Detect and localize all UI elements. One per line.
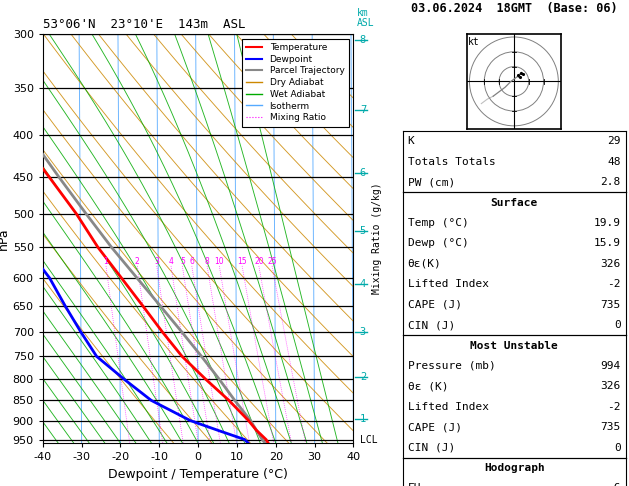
Text: 0: 0 bbox=[614, 443, 621, 452]
Text: 48: 48 bbox=[608, 157, 621, 167]
Text: K: K bbox=[408, 137, 415, 146]
Text: -2: -2 bbox=[608, 402, 621, 412]
Text: θε (K): θε (K) bbox=[408, 382, 448, 391]
Legend: Temperature, Dewpoint, Parcel Trajectory, Dry Adiabat, Wet Adiabat, Isotherm, Mi: Temperature, Dewpoint, Parcel Trajectory… bbox=[242, 38, 349, 127]
Text: CAPE (J): CAPE (J) bbox=[408, 422, 462, 432]
Text: 20: 20 bbox=[254, 257, 264, 266]
Text: 994: 994 bbox=[601, 361, 621, 371]
Text: kt: kt bbox=[468, 37, 480, 47]
Text: LCL: LCL bbox=[360, 435, 377, 445]
Text: 8: 8 bbox=[360, 35, 366, 45]
Text: CIN (J): CIN (J) bbox=[408, 320, 455, 330]
Text: 10: 10 bbox=[214, 257, 224, 266]
Text: Hodograph: Hodograph bbox=[484, 463, 545, 473]
Text: θε(K): θε(K) bbox=[408, 259, 442, 269]
Text: Pressure (mb): Pressure (mb) bbox=[408, 361, 496, 371]
Text: Lifted Index: Lifted Index bbox=[408, 279, 489, 289]
Text: 3: 3 bbox=[154, 257, 159, 266]
Text: 8: 8 bbox=[205, 257, 209, 266]
Y-axis label: hPa: hPa bbox=[0, 227, 10, 250]
Text: CIN (J): CIN (J) bbox=[408, 443, 455, 452]
Text: 4: 4 bbox=[169, 257, 174, 266]
Text: 6: 6 bbox=[189, 257, 194, 266]
Text: 1: 1 bbox=[360, 414, 366, 424]
Text: km
ASL: km ASL bbox=[357, 8, 374, 28]
Text: 19.9: 19.9 bbox=[594, 218, 621, 228]
Text: 29: 29 bbox=[608, 137, 621, 146]
Text: 15: 15 bbox=[237, 257, 247, 266]
Text: Lifted Index: Lifted Index bbox=[408, 402, 489, 412]
Text: 15.9: 15.9 bbox=[594, 239, 621, 248]
Text: 1: 1 bbox=[104, 257, 108, 266]
Text: 6: 6 bbox=[360, 168, 366, 178]
Text: Surface: Surface bbox=[491, 198, 538, 208]
Text: CAPE (J): CAPE (J) bbox=[408, 300, 462, 310]
Text: 2: 2 bbox=[135, 257, 140, 266]
Text: Dewp (°C): Dewp (°C) bbox=[408, 239, 469, 248]
Text: 2: 2 bbox=[360, 372, 366, 382]
Text: Mixing Ratio (g/kg): Mixing Ratio (g/kg) bbox=[372, 183, 382, 295]
Text: 5: 5 bbox=[360, 226, 366, 236]
Text: 03.06.2024  18GMT  (Base: 06): 03.06.2024 18GMT (Base: 06) bbox=[411, 1, 618, 15]
Text: 3: 3 bbox=[360, 327, 366, 337]
Text: 326: 326 bbox=[601, 259, 621, 269]
Text: 7: 7 bbox=[360, 104, 366, 115]
Text: Temp (°C): Temp (°C) bbox=[408, 218, 469, 228]
Text: PW (cm): PW (cm) bbox=[408, 177, 455, 187]
Text: Most Unstable: Most Unstable bbox=[470, 341, 558, 350]
Text: 326: 326 bbox=[601, 382, 621, 391]
Text: 0: 0 bbox=[614, 320, 621, 330]
Text: 53°06'N  23°10'E  143m  ASL: 53°06'N 23°10'E 143m ASL bbox=[43, 18, 245, 32]
Text: -2: -2 bbox=[608, 279, 621, 289]
Text: Totals Totals: Totals Totals bbox=[408, 157, 496, 167]
Text: 4: 4 bbox=[360, 278, 366, 289]
Text: EH: EH bbox=[408, 484, 421, 486]
Text: 25: 25 bbox=[267, 257, 277, 266]
Text: -6: -6 bbox=[608, 484, 621, 486]
Text: 735: 735 bbox=[601, 300, 621, 310]
Text: 735: 735 bbox=[601, 422, 621, 432]
Text: 2.8: 2.8 bbox=[601, 177, 621, 187]
X-axis label: Dewpoint / Temperature (°C): Dewpoint / Temperature (°C) bbox=[108, 468, 288, 481]
Text: 5: 5 bbox=[180, 257, 185, 266]
